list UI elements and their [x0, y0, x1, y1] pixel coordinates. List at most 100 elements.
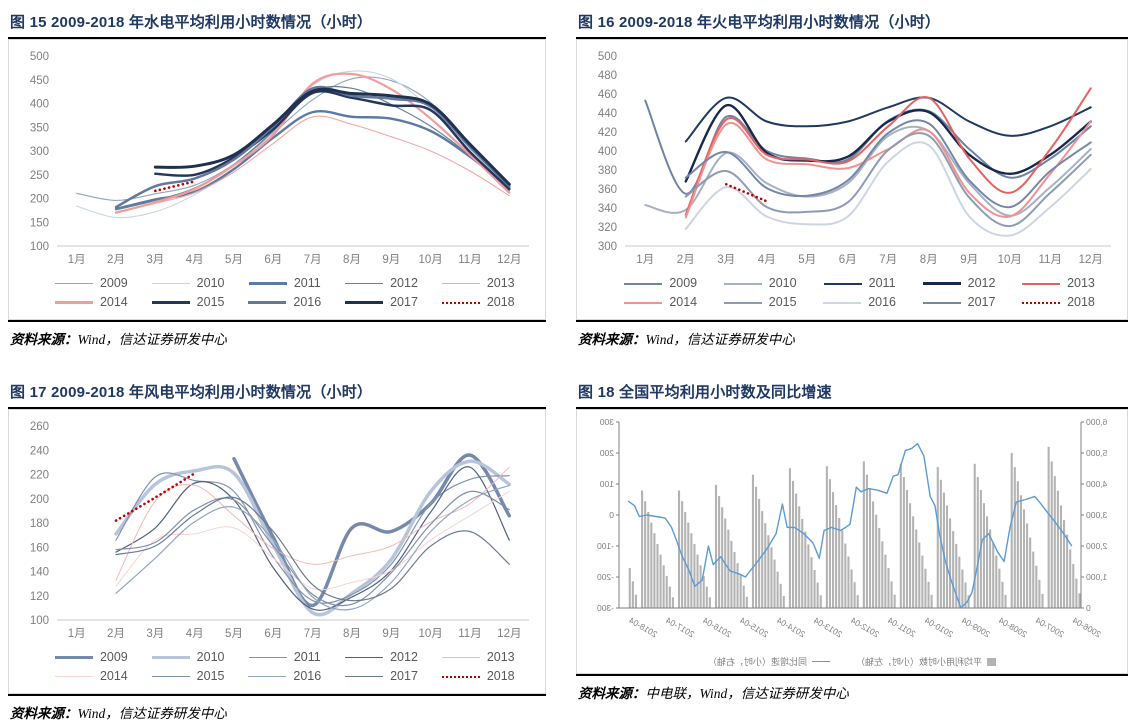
source-line: 资料来源：Wind，信达证券研发中心: [8, 322, 546, 348]
legend-item-2010: 2010: [710, 274, 809, 293]
legend-item-2012: 2012: [909, 274, 1008, 293]
legend-item-2009: 2009: [611, 274, 710, 293]
legend-swatch: [1022, 282, 1061, 285]
svg-text:460: 460: [598, 89, 617, 101]
legend-swatch: [54, 655, 93, 660]
svg-text:7月: 7月: [304, 254, 322, 266]
svg-text:2月: 2月: [677, 254, 695, 266]
svg-text:11月: 11月: [458, 254, 481, 266]
svg-text:450: 450: [30, 75, 49, 87]
svg-text:440: 440: [598, 108, 617, 120]
legend-year-label: 2017: [390, 295, 418, 309]
svg-text:8月: 8月: [343, 254, 361, 266]
svg-text:8月: 8月: [920, 254, 938, 266]
svg-text:10月: 10月: [998, 254, 1022, 266]
legend-year-label: 2015: [768, 295, 797, 309]
legend-item-2012: 2012: [333, 648, 430, 667]
svg-text:2009-04: 2009-04: [960, 615, 992, 639]
legend-swatch: [441, 282, 480, 285]
svg-text:6月: 6月: [264, 254, 282, 266]
figure-title: 图 17 2009-2018 年风电平均利用小时数情况（小时）: [10, 384, 373, 401]
svg-text:9月: 9月: [960, 254, 978, 266]
svg-text:1月: 1月: [68, 628, 86, 640]
svg-text:2013-04: 2013-04: [812, 615, 844, 639]
legend-swatch: [441, 301, 480, 304]
svg-text:500: 500: [30, 51, 49, 63]
svg-text:180: 180: [30, 518, 49, 530]
legend-year-label: 2018: [486, 295, 515, 309]
svg-text:9月: 9月: [382, 254, 400, 266]
legend-item-2011: 2011: [236, 648, 333, 667]
svg-text:480: 480: [598, 70, 617, 82]
svg-text:260: 260: [30, 421, 49, 433]
bottom-divider: [8, 694, 546, 696]
figure-15-hydro: 图 15 2009-2018 年水电平均利用小时数情况（小时） 100 150 20…: [8, 4, 546, 348]
combo-bar-line-chart: 0 1,000 2,000 3,000 4,000 5,000 6,000 -300 -200 -…: [597, 417, 1108, 639]
legend-swatch: [54, 301, 93, 304]
legend-year-label: 2013: [486, 650, 515, 664]
svg-text:-200: -200: [597, 572, 614, 582]
chart-area-wind: 100 120 140 160 180 200 220 240 260 1月 2月 3月 4月 5月 6月 7…: [8, 409, 546, 694]
svg-text:2008-04: 2008-04: [997, 615, 1029, 639]
legend-item-2016: 2016: [236, 293, 333, 312]
svg-text:7月: 7月: [879, 254, 897, 266]
legend-year-label: 2017: [390, 669, 418, 683]
legend-item-2011: 2011: [810, 274, 909, 293]
svg-text:11月: 11月: [458, 628, 481, 640]
svg-text:220: 220: [30, 470, 49, 482]
legend-swatch: [54, 675, 93, 678]
legend-swatch: [345, 301, 384, 304]
svg-text:2014-04: 2014-04: [775, 615, 807, 639]
legend-swatch: [54, 282, 93, 285]
legend-year-label: 2010: [196, 276, 225, 290]
legend-year-label: 2015: [196, 295, 225, 309]
svg-text:100: 100: [30, 241, 49, 253]
svg-text:3月: 3月: [146, 254, 164, 266]
legend-swatch: [922, 282, 961, 285]
legend-item-2013: 2013: [430, 648, 527, 667]
svg-text:500: 500: [598, 51, 617, 63]
svg-text:200: 200: [30, 194, 49, 206]
legend-item-line: 同比增速（小时，右轴）: [708, 655, 830, 668]
legend-swatch: [151, 655, 190, 660]
legend-swatch: [823, 282, 862, 285]
legend-swatch: [1022, 301, 1061, 304]
svg-text:4,000: 4,000: [1086, 479, 1108, 489]
thermal-line-chart: 300 320 340 360 380 400 420 440 460 480 500 1月 2月 3月 4…: [598, 51, 1111, 266]
svg-text:380: 380: [598, 165, 617, 177]
source-text: Wind，信达证券研发中心: [645, 332, 795, 347]
svg-text:1,000: 1,000: [1086, 572, 1108, 582]
svg-text:12月: 12月: [497, 628, 521, 640]
svg-text:2月: 2月: [107, 628, 125, 640]
legend-item-2012: 2012: [333, 274, 430, 293]
svg-text:100: 100: [600, 479, 614, 489]
svg-text:200: 200: [30, 494, 49, 506]
legend-swatch: [248, 656, 287, 659]
legend-item-2018: 2018: [1009, 293, 1108, 312]
legend-item-2015: 2015: [140, 667, 237, 686]
legend-item-2014: 2014: [611, 293, 710, 312]
svg-text:160: 160: [30, 542, 49, 554]
svg-text:-300: -300: [597, 603, 614, 613]
svg-text:-100: -100: [597, 541, 614, 551]
legend-item-2015: 2015: [710, 293, 809, 312]
legend-year-label: 2009: [669, 276, 698, 290]
legend-year-label: 2009: [99, 650, 128, 664]
legend-item-2017: 2017: [333, 293, 430, 312]
legend-item-2010: 2010: [140, 274, 237, 293]
svg-text:6月: 6月: [264, 628, 282, 640]
legend-year-label: 2016: [293, 669, 322, 683]
figure-16-thermal: 图 16 2009-2018 年火电平均利用小时数情况（小时） 300 320 34…: [576, 4, 1128, 348]
svg-text:11月: 11月: [1039, 254, 1062, 266]
legend-item-2017: 2017: [333, 667, 430, 686]
svg-text:400: 400: [598, 146, 617, 158]
legend-swatch: [441, 675, 480, 678]
bottom-divider: [576, 320, 1128, 322]
legend-year-label: 2017: [967, 295, 996, 309]
source-line: 资料来源：中电联，Wind，信达证券研发中心: [576, 676, 1128, 702]
svg-text:150: 150: [30, 217, 49, 229]
bottom-divider: [8, 320, 546, 322]
svg-text:240: 240: [30, 445, 49, 457]
